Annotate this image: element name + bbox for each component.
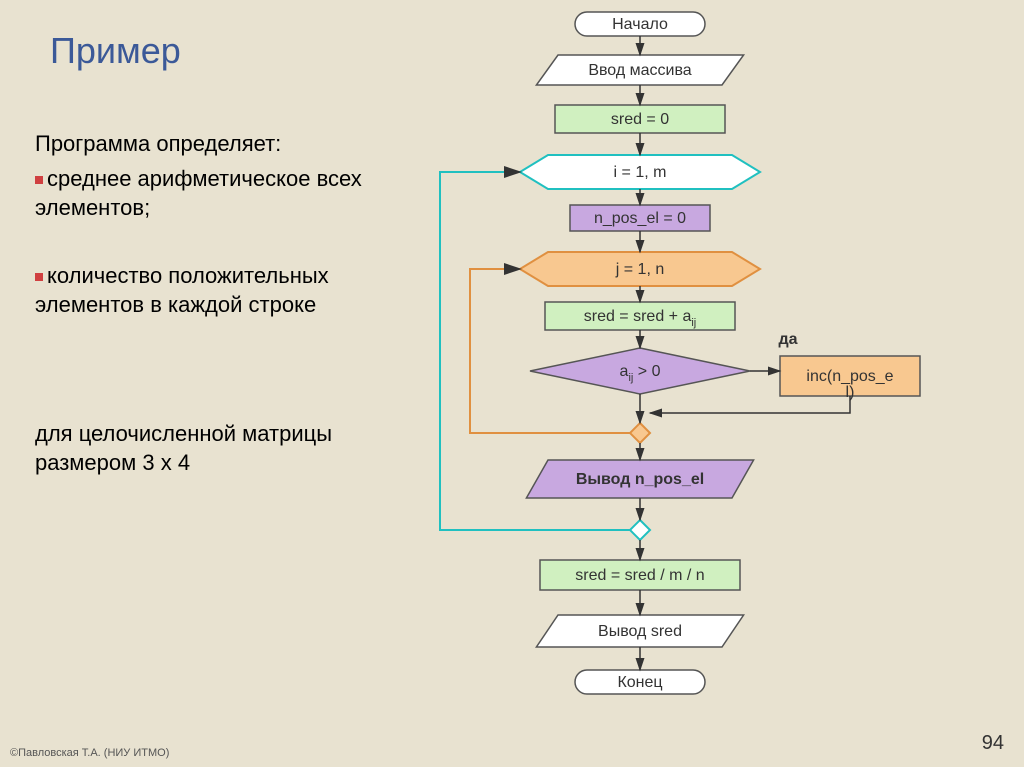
node-label-loop_i: i = 1, m — [614, 164, 667, 181]
footer-copyright: ©Павловская Т.А. (НИУ ИТМО) — [10, 747, 169, 759]
node-label-start: Начало — [612, 16, 668, 33]
node-label-sreddiv: sred = sred / m / n — [575, 567, 704, 584]
slide-title: Пример — [50, 30, 181, 72]
bullet-1-text: среднее арифметическое всех элементов; — [35, 166, 362, 220]
node-mergej — [630, 423, 650, 443]
node-label-outsred: Вывод sred — [598, 623, 682, 640]
bullet-2: количество положительных элементов в каж… — [35, 262, 415, 319]
node-label-sred0: sred = 0 — [611, 111, 669, 128]
flowchart: Начало Ввод массива sred = 0 i = 1, m n_pos_… — [430, 0, 1024, 767]
loop-inner — [470, 269, 630, 433]
node-label-outnpos: Вывод n_pos_el — [576, 471, 704, 488]
bullet-2-text: количество положительных элементов в каж… — [35, 263, 329, 317]
text-intro: Программа определяет: — [35, 130, 415, 159]
node-label-input: Ввод массива — [588, 62, 691, 79]
node-mergei — [630, 520, 650, 540]
edge-label-yes: да — [778, 331, 797, 348]
text-tail: для целочисленной матрицы размером 3 х 4 — [35, 420, 415, 477]
node-label-npos0: n_pos_el = 0 — [594, 210, 686, 227]
edge-inc-merge — [650, 396, 850, 413]
bullet-1: среднее арифметическое всех элементов; — [35, 165, 415, 222]
bullet-icon — [35, 273, 43, 281]
node-label-loop_j: j = 1, n — [615, 261, 664, 278]
node-label-end: Конец — [617, 674, 662, 691]
bullet-icon — [35, 176, 43, 184]
